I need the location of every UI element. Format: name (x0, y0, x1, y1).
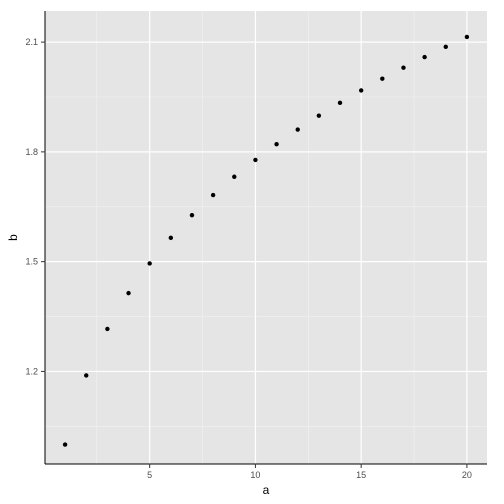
x-tick-label: 5 (147, 470, 152, 480)
data-point (380, 76, 385, 81)
y-axis-title: b (6, 234, 20, 241)
data-point (464, 34, 470, 40)
x-axis-title: a (263, 483, 270, 497)
major-gridlines (45, 11, 487, 464)
data-point (401, 65, 406, 70)
data-point (126, 290, 131, 296)
data-point (316, 113, 322, 118)
data-point (274, 141, 279, 147)
plot-panel (45, 11, 487, 464)
x-tick-label: 10 (250, 470, 260, 480)
y-tick-label: 1.5 (25, 257, 38, 267)
data-point (358, 88, 364, 93)
data-point (422, 54, 427, 60)
minor-gridlines (45, 11, 487, 464)
data-point (62, 442, 68, 447)
y-tick-label: 1.2 (25, 366, 38, 376)
data-point (232, 174, 237, 179)
data-point (443, 44, 448, 50)
y-tick-label: 2.1 (25, 37, 38, 47)
data-points (62, 34, 470, 447)
data-point (84, 373, 89, 378)
data-point (253, 157, 258, 163)
data-point (105, 326, 110, 332)
x-tick-label: 15 (356, 470, 366, 480)
y-tick-label: 1.8 (25, 147, 38, 157)
axis-ticks (41, 41, 468, 468)
data-point (295, 127, 300, 132)
x-tick-label: 20 (462, 470, 472, 480)
data-point (147, 261, 152, 266)
tick-labels: 5 10 15 20 1.2 1.5 1.8 2.1 (25, 37, 471, 480)
data-point (210, 192, 216, 198)
data-point (337, 100, 343, 106)
data-point (189, 212, 195, 218)
data-point (168, 235, 174, 241)
